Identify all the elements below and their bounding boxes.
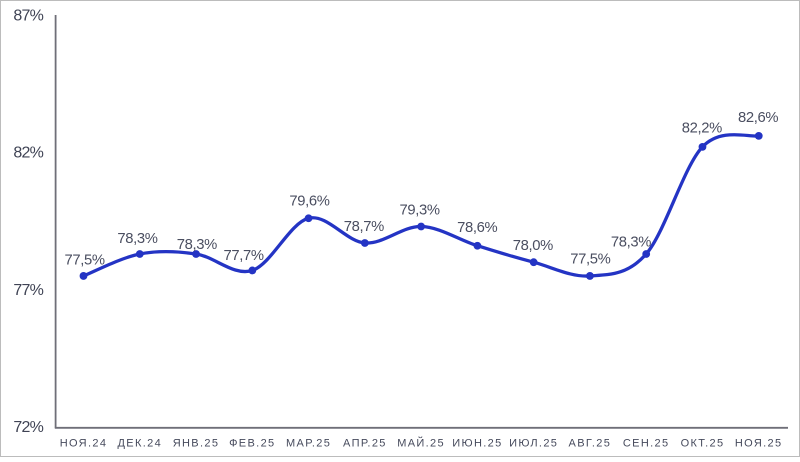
svg-text:78,7%: 78,7%: [344, 219, 384, 235]
svg-text:78,3%: 78,3%: [611, 235, 651, 251]
svg-text:79,3%: 79,3%: [399, 202, 439, 218]
svg-text:78,6%: 78,6%: [457, 220, 497, 236]
svg-text:ОКТ.25: ОКТ.25: [681, 437, 725, 449]
svg-text:МАЙ.25: МАЙ.25: [397, 436, 445, 449]
svg-text:ФЕВ.25: ФЕВ.25: [229, 437, 275, 449]
svg-text:ИЮЛ.25: ИЮЛ.25: [509, 437, 558, 449]
svg-text:78,3%: 78,3%: [117, 231, 157, 247]
svg-text:82,6%: 82,6%: [738, 110, 778, 126]
svg-text:НОЯ.25: НОЯ.25: [735, 437, 783, 449]
svg-text:72%: 72%: [13, 419, 43, 436]
svg-text:77%: 77%: [13, 282, 43, 299]
svg-text:ДЕК.24: ДЕК.24: [118, 437, 163, 449]
svg-text:82,2%: 82,2%: [682, 121, 722, 137]
svg-text:87%: 87%: [13, 7, 43, 24]
svg-text:НОЯ.24: НОЯ.24: [60, 437, 108, 449]
svg-text:77,7%: 77,7%: [223, 248, 263, 264]
svg-text:ЯНВ.25: ЯНВ.25: [173, 437, 220, 449]
svg-text:СЕН.25: СЕН.25: [623, 437, 670, 449]
svg-text:79,6%: 79,6%: [289, 193, 329, 209]
svg-text:77,5%: 77,5%: [64, 253, 104, 269]
svg-text:МАР.25: МАР.25: [286, 437, 331, 449]
svg-text:77,5%: 77,5%: [570, 251, 610, 267]
svg-text:ИЮН.25: ИЮН.25: [452, 437, 502, 449]
svg-text:АВГ.25: АВГ.25: [569, 437, 612, 449]
svg-text:78,3%: 78,3%: [177, 237, 217, 253]
svg-text:82%: 82%: [13, 145, 43, 162]
svg-text:78,0%: 78,0%: [513, 238, 553, 254]
svg-text:АПР.25: АПР.25: [343, 437, 387, 449]
